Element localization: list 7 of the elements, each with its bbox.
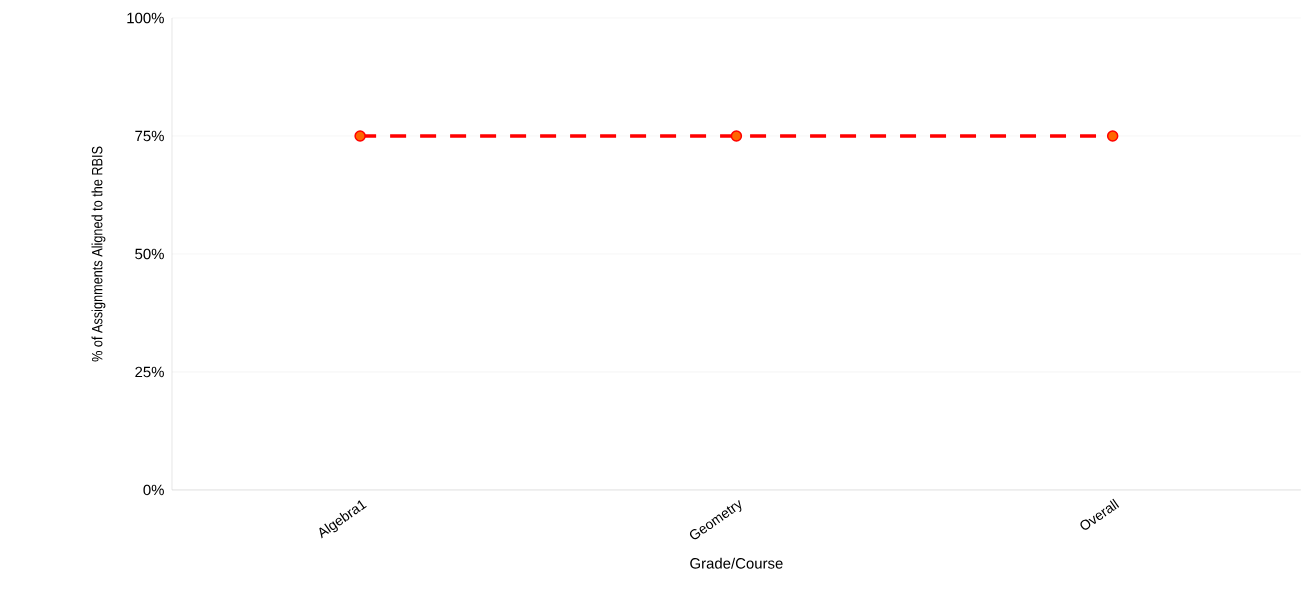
y-tick-label: 75% bbox=[135, 130, 164, 142]
y-axis-title: % of Assignments Aligned to the RBIS bbox=[91, 146, 106, 362]
y-tick-label: 50% bbox=[135, 248, 164, 260]
y-tick-label: 0% bbox=[143, 484, 164, 496]
x-axis-title: Grade/Course bbox=[690, 557, 783, 569]
y-tick-label: 100% bbox=[127, 12, 164, 24]
y-tick-label: 25% bbox=[135, 366, 164, 378]
